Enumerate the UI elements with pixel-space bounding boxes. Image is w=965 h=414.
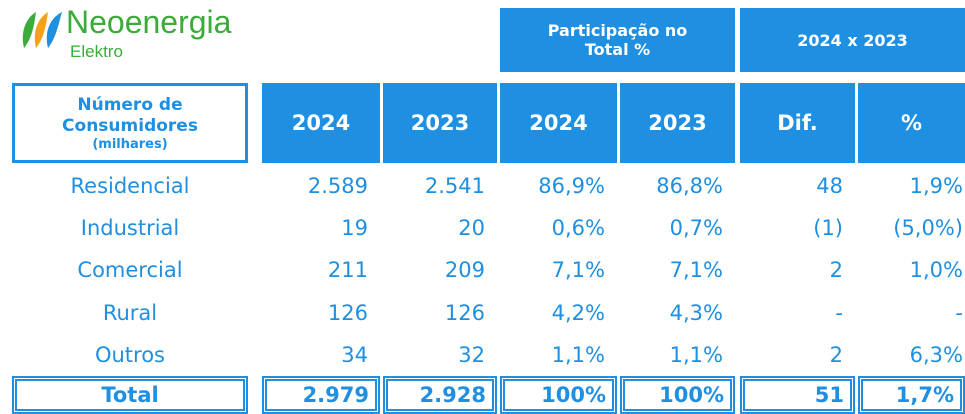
cell-value: 2 — [829, 343, 843, 367]
group-header: 2024 x 2023 — [740, 8, 965, 72]
cell-value: 0,6% — [551, 216, 605, 240]
total-value: 1,7% — [858, 376, 965, 414]
cell-value: 211 — [327, 258, 368, 282]
column-header: 2023 — [620, 83, 735, 163]
total-value: 2.928 — [383, 376, 497, 414]
row-label: Comercial — [77, 258, 183, 282]
cell-value: 34 — [341, 343, 368, 367]
cell-value: 2.589 — [307, 174, 368, 198]
total-value: 100% — [620, 376, 735, 414]
cell-value: 7,1% — [669, 258, 723, 282]
cell-value: 19 — [341, 216, 368, 240]
cell-value: (5,0%) — [893, 216, 963, 240]
row-label: Rural — [102, 301, 158, 325]
cell-value: 0,7% — [669, 216, 723, 240]
logo-subtitle: Elektro — [70, 42, 123, 61]
cell-value: (1) — [813, 216, 843, 240]
cell-value: 1,0% — [909, 258, 963, 282]
total-value: 51 — [740, 376, 855, 414]
column-header: 2024 — [262, 83, 380, 163]
first-header: Número de Consumidores (milhares) — [12, 83, 248, 163]
first-header-unit: (milhares) — [92, 136, 168, 152]
column-header: % — [858, 83, 965, 163]
cell-value: 209 — [444, 258, 485, 282]
logo-name: Neoenergia — [66, 4, 232, 40]
column-header: Dif. — [740, 83, 855, 163]
cell-value: 1,9% — [909, 174, 963, 198]
cell-value: 4,2% — [551, 301, 605, 325]
cell-value: 86,9% — [538, 174, 605, 198]
row-label: Outros — [94, 343, 166, 367]
cell-value: 4,3% — [669, 301, 723, 325]
first-header-label: Número de Consumidores — [62, 94, 198, 136]
total-value: 2.979 — [262, 376, 380, 414]
cell-value: 2.541 — [424, 174, 485, 198]
column-header: 2024 — [500, 83, 617, 163]
cell-value: 7,1% — [551, 258, 605, 282]
total-value: 100% — [500, 376, 617, 414]
row-label: Industrial — [80, 216, 180, 240]
cell-value: 86,8% — [656, 174, 723, 198]
cell-value: 1,1% — [669, 343, 723, 367]
row-label: Residencial — [70, 174, 190, 198]
logo-icon — [22, 12, 62, 48]
cell-value: 2 — [829, 258, 843, 282]
cell-value: 20 — [458, 216, 485, 240]
cell-value: 32 — [458, 343, 485, 367]
cell-value: - — [955, 301, 963, 325]
group-header: Participação no Total % — [500, 8, 735, 72]
cell-value: 6,3% — [909, 343, 963, 367]
cell-value: 126 — [327, 301, 368, 325]
cell-value: 1,1% — [551, 343, 605, 367]
cell-value: 48 — [816, 174, 843, 198]
column-header: 2023 — [383, 83, 497, 163]
cell-value: - — [835, 301, 843, 325]
total-label: Total — [12, 376, 248, 414]
cell-value: 126 — [444, 301, 485, 325]
